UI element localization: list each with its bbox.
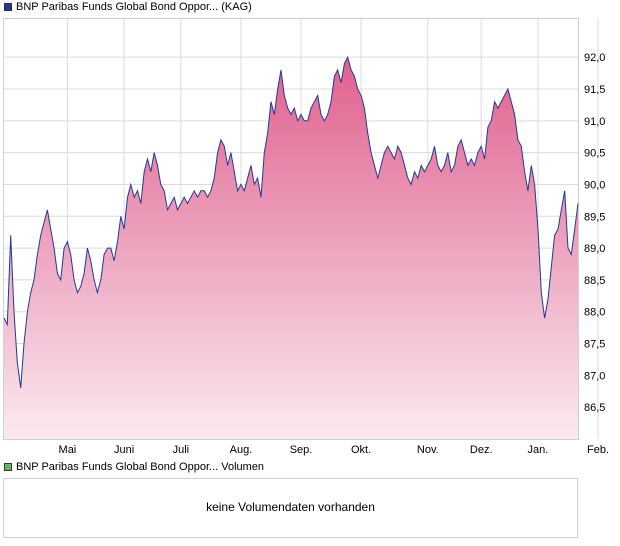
x-tick-label: Dez. (470, 444, 493, 456)
volume-panel: keine Volumendaten vorhanden (3, 478, 578, 538)
x-tick-label: Sep. (290, 444, 313, 456)
price-legend-swatch (4, 3, 12, 11)
y-tick-label: 88,5 (584, 275, 605, 287)
y-tick-label: 92,0 (584, 52, 605, 64)
volume-legend-swatch (4, 463, 12, 471)
y-axis-labels: 92,0 91,5 91,0 90,5 90,0 89,5 89,0 88,5 88,0 87,5… (584, 52, 605, 414)
y-tick-label: 91,5 (584, 84, 605, 96)
price-area (4, 57, 578, 439)
y-tick-label: 89,5 (584, 211, 605, 223)
x-tick-label: Feb. (587, 444, 609, 456)
y-tick-label: 88,0 (584, 307, 605, 319)
x-tick-label: Mai (59, 444, 77, 456)
x-tick-label: Juli (173, 444, 190, 456)
x-tick-label: Jan. (528, 444, 549, 456)
price-legend-label: BNP Paribas Funds Global Bond Oppor... (… (16, 1, 252, 13)
x-axis-labels: MaiJuniJuliAug.Sep.Okt.Nov.Dez.Jan.Feb.M… (59, 444, 609, 456)
volume-legend-label: BNP Paribas Funds Global Bond Oppor... V… (16, 461, 265, 473)
y-tick-label: 90,5 (584, 148, 605, 160)
x-tick-label: Aug. (230, 444, 253, 456)
y-tick-label: 87,0 (584, 370, 605, 382)
price-chart: 92,0 91,5 91,0 90,5 90,0 89,5 89,0 88,5 88,0 87,5… (3, 18, 609, 456)
price-legend: BNP Paribas Funds Global Bond Oppor... (… (4, 0, 252, 14)
x-tick-label: Juni (114, 444, 134, 456)
x-tick-label: Okt. (351, 444, 371, 456)
volume-empty-message: keine Volumendaten vorhanden (206, 500, 375, 514)
x-tick-label: Nov. (417, 444, 439, 456)
y-tick-label: 87,5 (584, 339, 605, 351)
y-tick-label: 89,0 (584, 243, 605, 255)
price-line (3, 55, 579, 389)
y-tick-label: 90,0 (584, 179, 605, 191)
volume-legend: BNP Paribas Funds Global Bond Oppor... V… (4, 460, 264, 474)
y-tick-label: 86,5 (584, 402, 605, 414)
y-tick-label: 91,0 (584, 116, 605, 128)
